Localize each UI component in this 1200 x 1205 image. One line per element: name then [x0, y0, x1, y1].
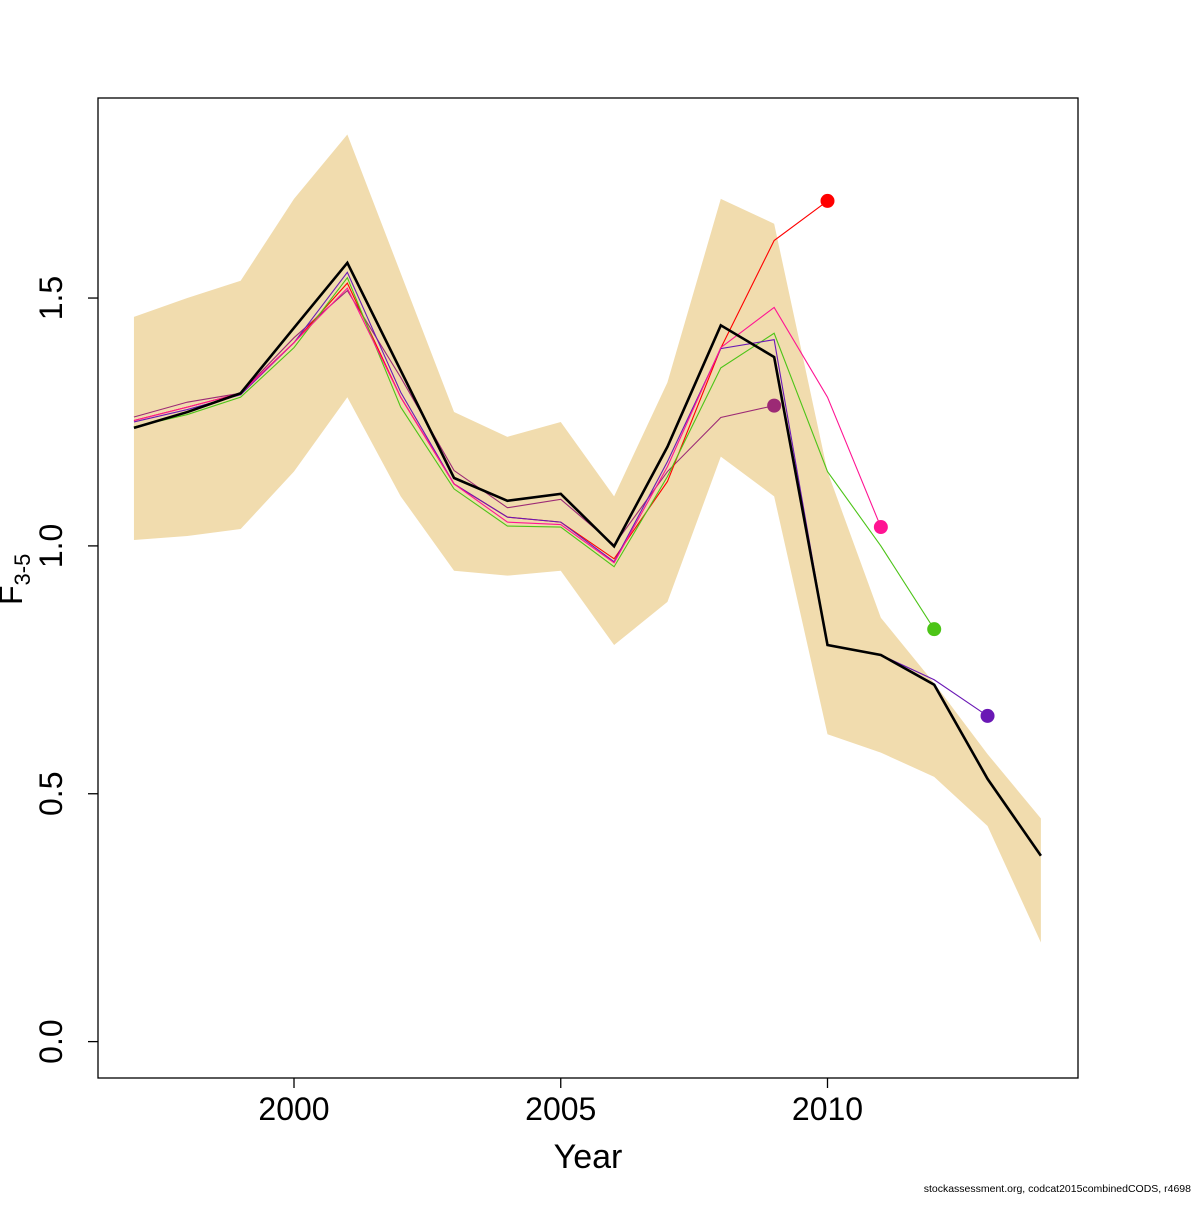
svg-text:0.5: 0.5	[33, 772, 69, 816]
svg-text:F3-5: F3-5	[0, 554, 35, 605]
svg-text:1.0: 1.0	[33, 524, 69, 568]
svg-text:stockassessment.org, codcat201: stockassessment.org, codcat2015combinedC…	[924, 1183, 1191, 1195]
svg-text:Year: Year	[554, 1138, 623, 1176]
svg-text:2010: 2010	[792, 1091, 863, 1127]
svg-text:2000: 2000	[258, 1091, 329, 1127]
svg-text:2005: 2005	[525, 1091, 596, 1127]
svg-text:1.5: 1.5	[33, 276, 69, 320]
svg-text:0.0: 0.0	[33, 1019, 69, 1063]
